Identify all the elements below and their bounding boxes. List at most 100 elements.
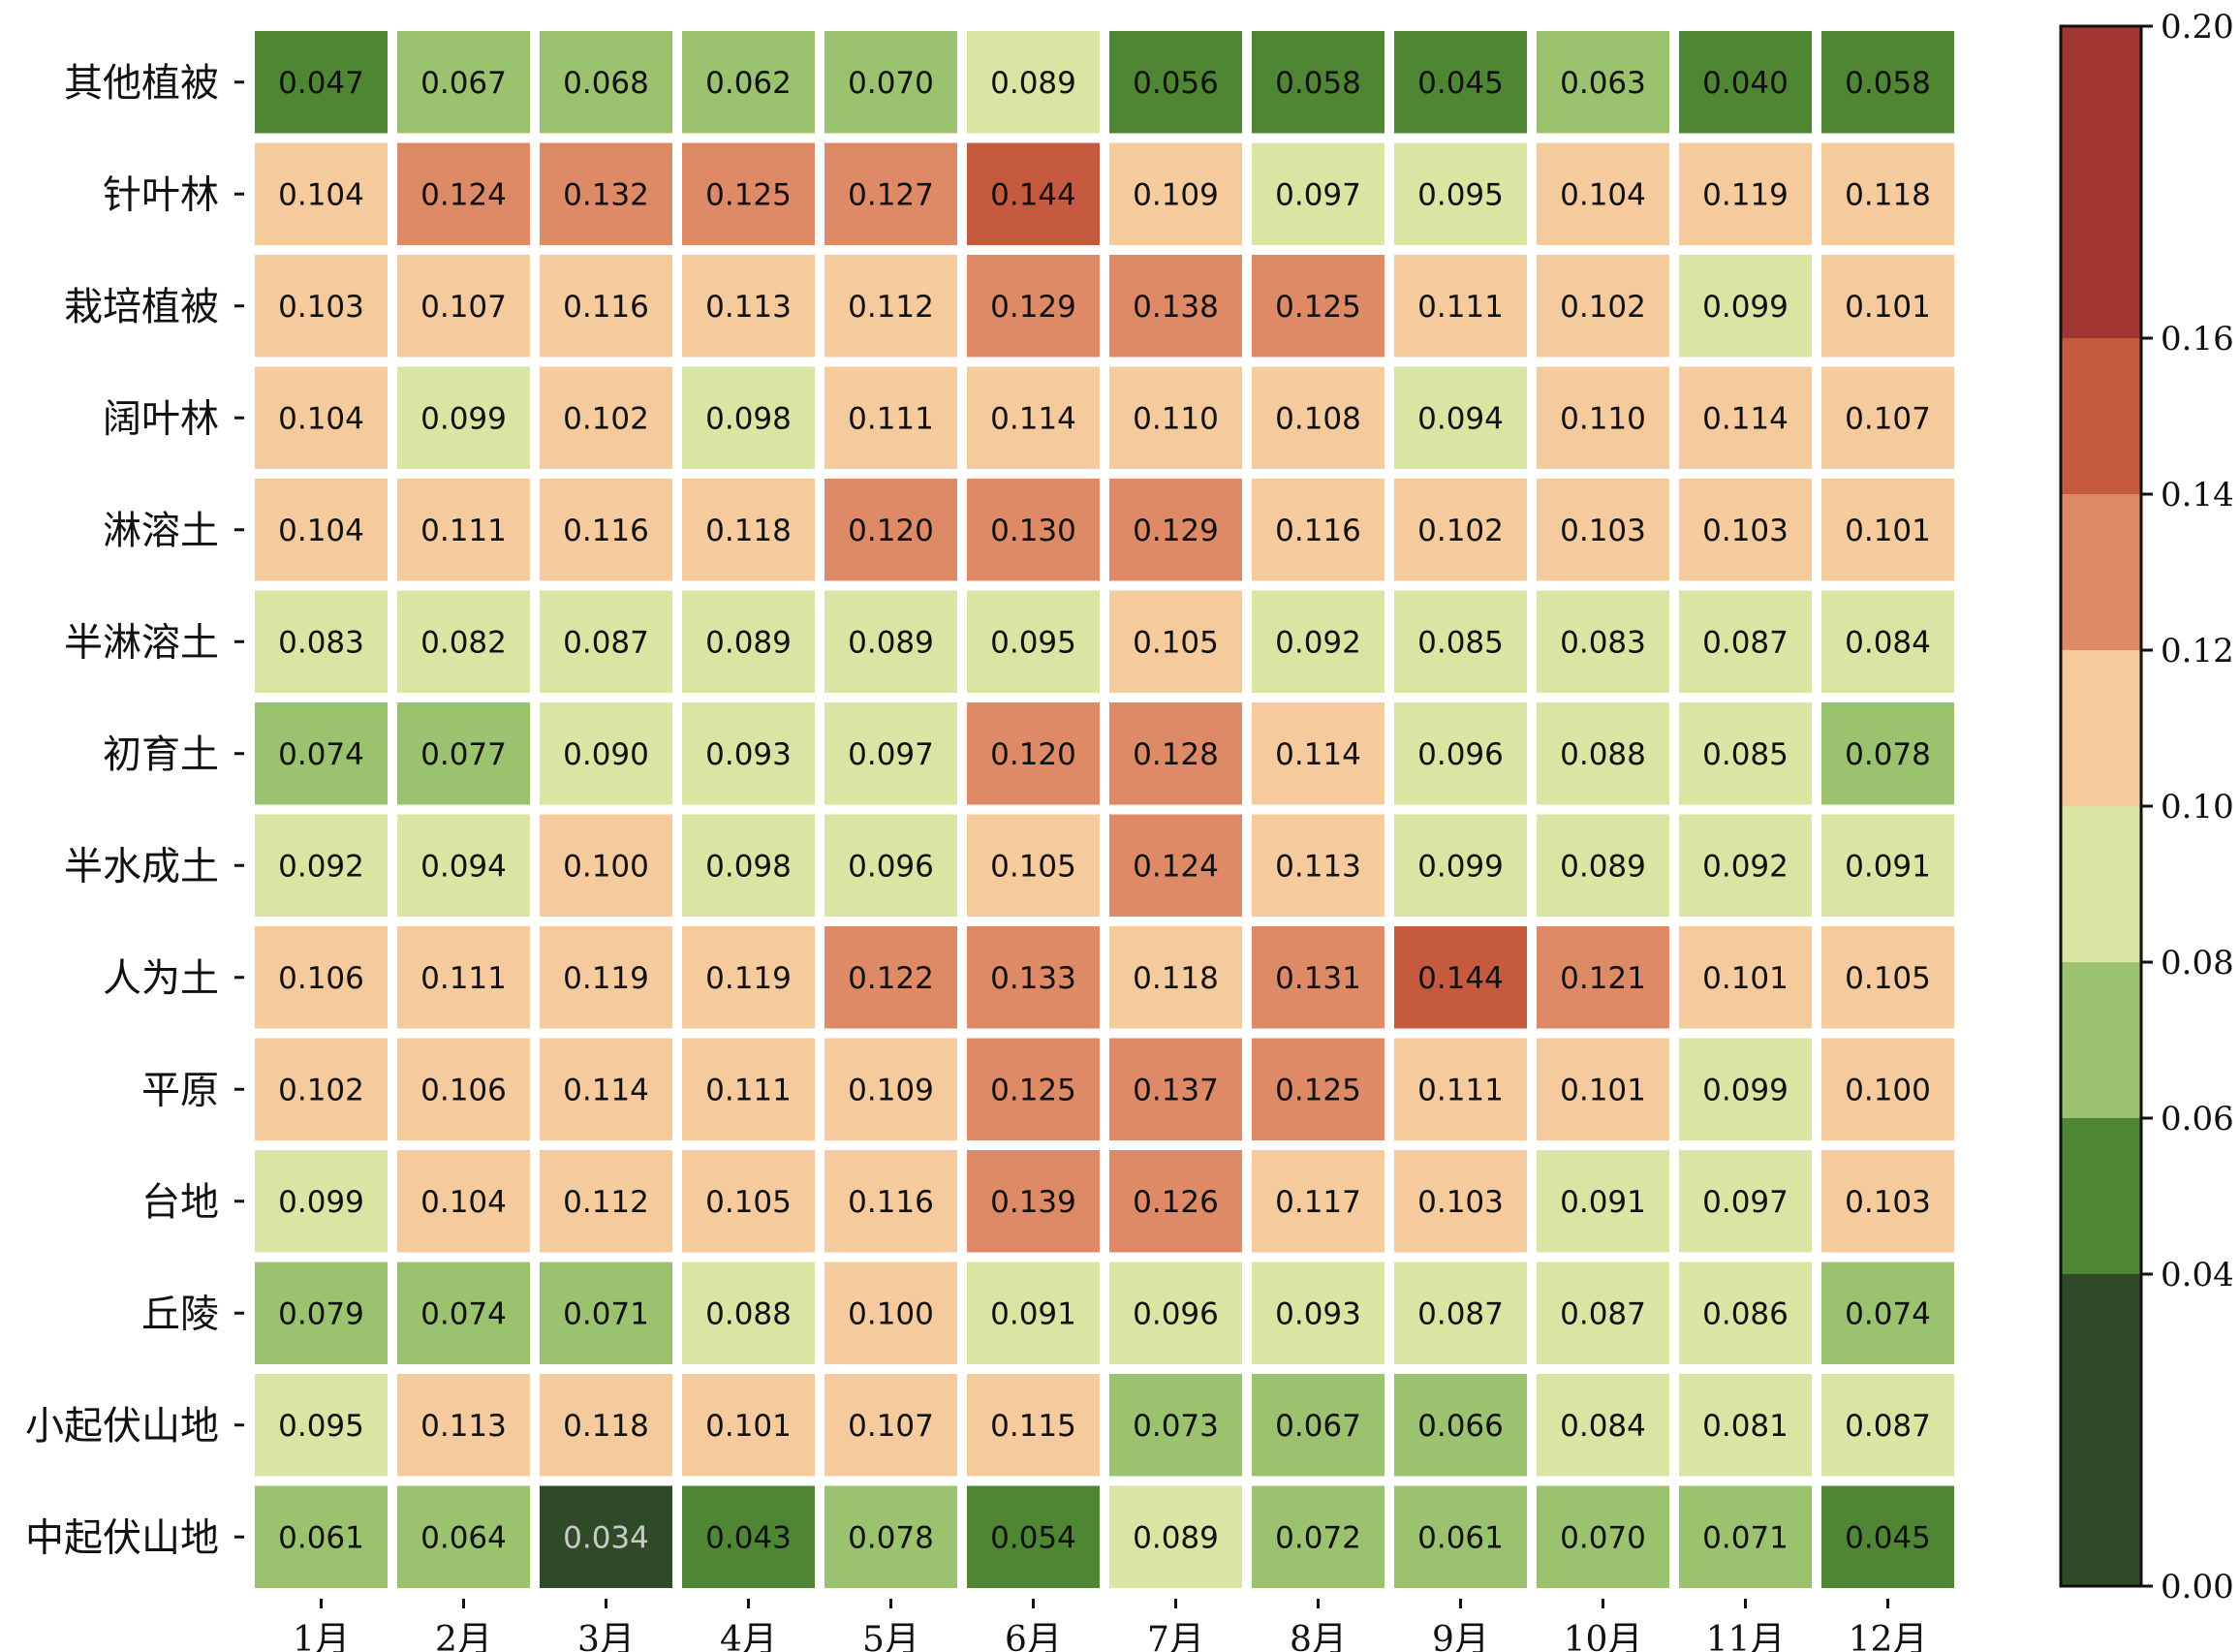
cell-value-label: 0.098	[705, 849, 792, 884]
cell-value-label: 0.111	[1417, 1073, 1504, 1107]
colorbar-segment	[2061, 494, 2141, 650]
heatmap-cell	[682, 31, 815, 134]
cell-value-label: 0.104	[278, 514, 364, 548]
heatmap-cell	[540, 366, 672, 469]
heatmap-cell	[682, 1038, 815, 1140]
heatmap-cell	[1821, 926, 1954, 1029]
cell-value-label: 0.087	[1560, 1296, 1646, 1331]
heatmap-cell	[1537, 1485, 1669, 1588]
heatmap-cell	[1394, 814, 1527, 917]
cell-value-label: 0.089	[1133, 1520, 1219, 1555]
heatmap-cell	[1252, 926, 1384, 1029]
cell-value-label: 0.092	[1275, 625, 1361, 660]
colorbar-tick-label: 0.06	[2161, 1100, 2234, 1138]
heatmap-cell	[1394, 479, 1527, 581]
heatmap-cell	[255, 366, 388, 469]
heatmap-cell	[1394, 702, 1527, 805]
heatmap-cell	[540, 1374, 672, 1477]
cell-value-label: 0.068	[563, 66, 649, 101]
heatmap-cell	[1394, 1038, 1527, 1140]
x-tick-label: 3月	[577, 1620, 635, 1652]
heatmap-cell	[1537, 366, 1669, 469]
heatmap-cell	[1679, 1150, 1812, 1253]
colorbar-tick-label: 0.16	[2161, 320, 2234, 358]
heatmap-cell	[824, 1374, 957, 1477]
cell-value-label: 0.085	[1417, 625, 1504, 660]
y-tick-label: 台地	[141, 1180, 219, 1225]
heatmap-cell	[1821, 814, 1954, 917]
heatmap-cell	[1679, 702, 1812, 805]
cell-value-label: 0.079	[278, 1296, 364, 1331]
cell-value-label: 0.064	[420, 1520, 507, 1555]
cell-value-label: 0.099	[1702, 290, 1789, 325]
heatmap-cell	[1394, 31, 1527, 134]
heatmap-cell	[682, 1374, 815, 1477]
heatmap-cell	[1252, 1374, 1384, 1477]
colorbar-segment	[2061, 650, 2141, 806]
colorbar-segment	[2061, 1118, 2141, 1274]
cell-value-label: 0.071	[563, 1296, 649, 1331]
cell-value-label: 0.096	[1417, 737, 1504, 772]
x-tick-label: 8月	[1290, 1620, 1347, 1652]
cell-value-label: 0.124	[420, 177, 507, 212]
heatmap-cell	[967, 1485, 1100, 1588]
heatmap-cell	[824, 31, 957, 134]
cell-value-label: 0.119	[705, 961, 792, 996]
colorbar-tick-label: 0.14	[2161, 476, 2234, 514]
heatmap-cell	[255, 1374, 388, 1477]
heatmap-cell	[255, 1150, 388, 1253]
cell-value-label: 0.130	[990, 514, 1076, 548]
heatmap-cell	[1537, 1262, 1669, 1364]
cell-value-label: 0.056	[1133, 66, 1219, 101]
colorbar-tick-label: 0.00	[2161, 1568, 2234, 1606]
heatmap-cell	[682, 479, 815, 581]
heatmap-cell	[682, 142, 815, 245]
cell-value-label: 0.120	[848, 514, 934, 548]
heatmap-cell	[1537, 814, 1669, 917]
heatmap-cell	[255, 1038, 388, 1140]
cell-value-label: 0.089	[1560, 849, 1646, 884]
y-tick-label: 人为土	[103, 956, 219, 1001]
cell-value-label: 0.107	[848, 1409, 934, 1444]
heatmap-cell	[1679, 1038, 1812, 1140]
cell-value-label: 0.063	[1560, 66, 1646, 101]
cell-value-label: 0.088	[705, 1296, 792, 1331]
cell-value-label: 0.125	[705, 177, 792, 212]
heatmap-cell	[1679, 1374, 1812, 1477]
heatmap-cell	[1821, 1150, 1954, 1253]
heatmap-cell	[1252, 1262, 1384, 1364]
heatmap-cell	[682, 702, 815, 805]
heatmap-cell	[1109, 1485, 1242, 1588]
colorbar: 0.00 0.04 0.06 0.08 0.10 0.12 0.14 0.16 0.20	[2059, 8, 2234, 1606]
cell-value-label: 0.101	[1845, 514, 1931, 548]
heatmap-cell	[397, 479, 530, 581]
y-tick-label: 淋溶土	[103, 509, 219, 553]
cell-value-label: 0.047	[278, 66, 364, 101]
heatmap-cell	[967, 814, 1100, 917]
cell-value-label: 0.077	[420, 737, 507, 772]
cell-value-label: 0.125	[1275, 1073, 1361, 1107]
heatmap-cell	[1252, 1038, 1384, 1140]
cell-value-label: 0.092	[278, 849, 364, 884]
cell-value-label: 0.102	[1417, 514, 1504, 548]
heatmap-cell	[1537, 142, 1669, 245]
heatmap-cell	[540, 702, 672, 805]
cell-value-label: 0.107	[420, 290, 507, 325]
heatmap-cell	[1394, 1262, 1527, 1364]
heatmap-cell	[1252, 590, 1384, 693]
heatmap-cell	[1109, 1374, 1242, 1477]
cell-value-label: 0.062	[705, 66, 792, 101]
heatmap-cell	[1679, 31, 1812, 134]
heatmap-cell	[1109, 366, 1242, 469]
heatmap-cell	[824, 1262, 957, 1364]
y-tick-label: 半水成土	[64, 844, 219, 888]
x-tick-label: 4月	[720, 1620, 777, 1652]
cell-value-label: 0.103	[1702, 514, 1789, 548]
heatmap-cell	[682, 1262, 815, 1364]
heatmap-cell	[540, 31, 672, 134]
heatmap-cell	[1252, 702, 1384, 805]
cell-value-label: 0.102	[278, 1073, 364, 1107]
cell-value-label: 0.097	[1702, 1185, 1789, 1220]
cell-value-label: 0.095	[278, 1409, 364, 1444]
cell-value-label: 0.094	[1417, 401, 1504, 436]
